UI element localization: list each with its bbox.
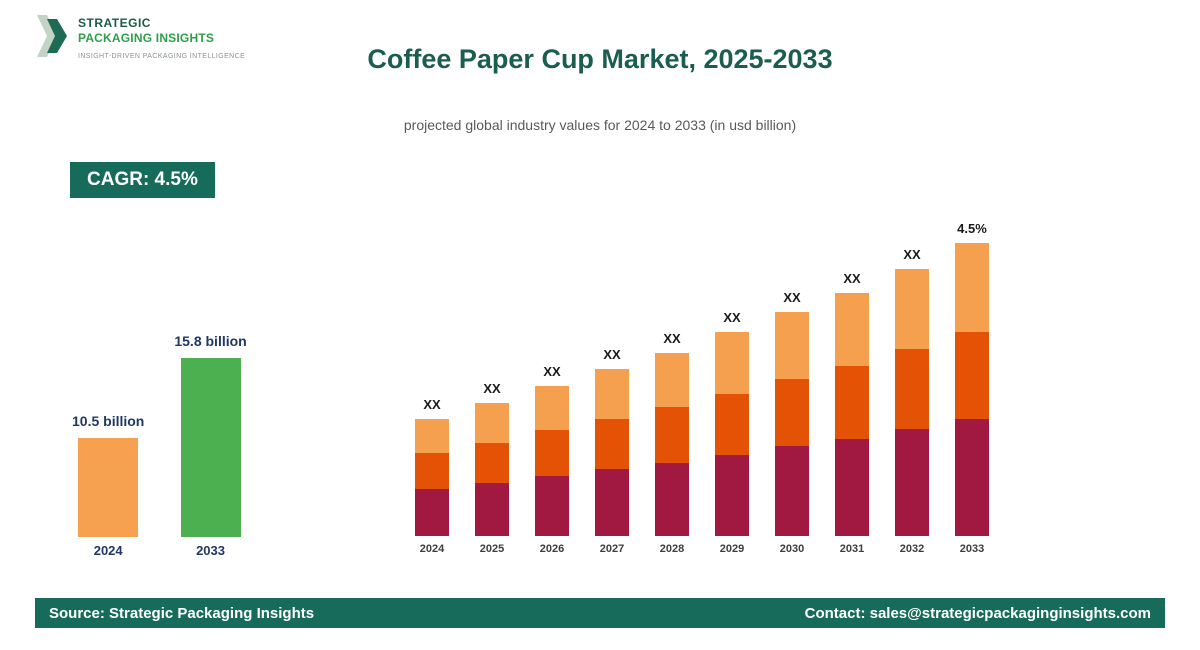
bar-year-label: 2026	[539, 543, 565, 555]
mini-bar-value-label: 15.8 billion	[174, 333, 247, 349]
brand-logo-text: STRATEGIC PACKAGING INSIGHTS INSIGHT-DRI…	[78, 13, 245, 60]
bar-segment-middle	[775, 379, 809, 446]
page-title: Coffee Paper Cup Market, 2025-2033	[367, 44, 833, 74]
bar-stack	[835, 293, 869, 536]
bar-stack	[715, 332, 749, 536]
bar-segment-bottom	[415, 489, 449, 536]
bar-segment-top	[835, 293, 869, 366]
chevron-logo-icon	[35, 13, 69, 64]
bar-segment-top	[955, 243, 989, 332]
bar-segment-bottom	[535, 476, 569, 536]
bar-segment-middle	[415, 453, 449, 489]
brand-name-line2: PACKAGING INSIGHTS	[78, 31, 215, 45]
bar-value-label: XX	[663, 331, 681, 346]
bar-segment-middle	[535, 430, 569, 476]
bar-year-label: 2033	[959, 543, 985, 555]
bar-segment-middle	[475, 443, 509, 483]
bar-stack	[895, 269, 929, 536]
bar-segment-top	[655, 353, 689, 407]
bar-value-label: XX	[903, 247, 921, 262]
bar-segment-top	[595, 369, 629, 419]
bar-column-2028: XX 2028	[655, 331, 689, 561]
bar-segment-bottom	[475, 483, 509, 536]
bar-segment-bottom	[955, 419, 989, 536]
bar-column-2026: XX 2026	[535, 364, 569, 561]
mini-bar-year-label: 2024	[93, 543, 123, 558]
bar-year-label: 2028	[659, 543, 685, 555]
bar-stack	[535, 386, 569, 536]
bar-year-label: 2030	[779, 543, 805, 555]
mini-bar	[180, 358, 241, 537]
bar-segment-bottom	[595, 469, 629, 536]
bar-column-2024: XX 2024	[415, 397, 449, 561]
bar-segment-top	[775, 312, 809, 379]
bar-column-2033: 4.5% 2033	[955, 221, 989, 561]
bar-value-label: XX	[423, 397, 441, 412]
bar-segment-bottom	[775, 446, 809, 536]
mini-bar-column-2033: 15.8 billion 2033	[174, 333, 246, 561]
bar-stack	[955, 243, 989, 536]
mini-bar-year-label: 2033	[196, 543, 225, 558]
stacked-bar-chart: XX 2024 XX 2025 XX 2026 XX 2027 XX 2028 XX 2029 XX 20…	[415, 221, 989, 561]
bar-segment-bottom	[895, 429, 929, 536]
page-subtitle: projected global industry values for 202…	[403, 117, 797, 133]
bar-segment-bottom	[715, 455, 749, 536]
bar-segment-top	[715, 332, 749, 394]
bar-segment-top	[535, 386, 569, 430]
bar-segment-middle	[595, 419, 629, 469]
mini-comparison-chart: 10.5 billion 2024 15.8 billion 2033	[72, 333, 247, 561]
bar-column-2031: XX 2031	[835, 271, 869, 561]
bar-year-label: 2024	[419, 543, 445, 555]
bar-stack	[775, 312, 809, 536]
bar-column-2030: XX 2030	[775, 290, 809, 561]
bar-year-label: 2025	[479, 543, 505, 555]
bar-year-label: 2031	[839, 543, 865, 555]
bar-year-label: 2032	[899, 543, 925, 555]
mini-bar-column-2024: 10.5 billion 2024	[72, 413, 144, 561]
brand-tagline: INSIGHT-DRIVEN PACKAGING INTELLIGENCE	[78, 53, 246, 60]
bar-stack	[415, 419, 449, 536]
bar-segment-middle	[655, 407, 689, 463]
bar-segment-middle	[715, 394, 749, 455]
bar-segment-middle	[835, 366, 869, 439]
bar-year-label: 2029	[719, 543, 745, 555]
bar-column-2025: XX 2025	[475, 381, 509, 561]
mini-bar	[78, 438, 139, 537]
bar-segment-bottom	[655, 463, 689, 536]
bar-segment-middle	[955, 332, 989, 419]
bar-year-label: 2027	[599, 543, 625, 555]
cagr-badge: CAGR: 4.5%	[70, 162, 215, 198]
bar-value-label: XX	[783, 290, 801, 305]
bar-stack	[595, 369, 629, 536]
bar-segment-bottom	[835, 439, 869, 536]
bar-segment-middle	[895, 349, 929, 429]
footer-bar: Source: Strategic Packaging Insights Con…	[35, 598, 1165, 628]
bar-segment-top	[475, 403, 509, 443]
bar-value-label: XX	[723, 310, 741, 325]
bar-column-2029: XX 2029	[715, 310, 749, 561]
bar-value-label: XX	[543, 364, 561, 379]
bar-column-2032: XX 2032	[895, 247, 929, 561]
bar-value-label: 4.5%	[957, 221, 987, 236]
bar-column-2027: XX 2027	[595, 347, 629, 561]
mini-bar-value-label: 10.5 billion	[72, 413, 145, 429]
footer-contact-text: Contact: sales@strategicpackaginginsight…	[804, 604, 1151, 622]
bar-stack	[475, 403, 509, 536]
footer-source-text: Source: Strategic Packaging Insights	[49, 604, 315, 622]
brand-name-line1: STRATEGIC	[78, 16, 151, 30]
bar-segment-top	[415, 419, 449, 453]
bar-value-label: XX	[483, 381, 501, 396]
bar-value-label: XX	[603, 347, 621, 362]
bar-segment-top	[895, 269, 929, 349]
bar-stack	[655, 353, 689, 536]
brand-logo: STRATEGIC PACKAGING INSIGHTS INSIGHT-DRI…	[35, 13, 245, 64]
bar-value-label: XX	[843, 271, 861, 286]
